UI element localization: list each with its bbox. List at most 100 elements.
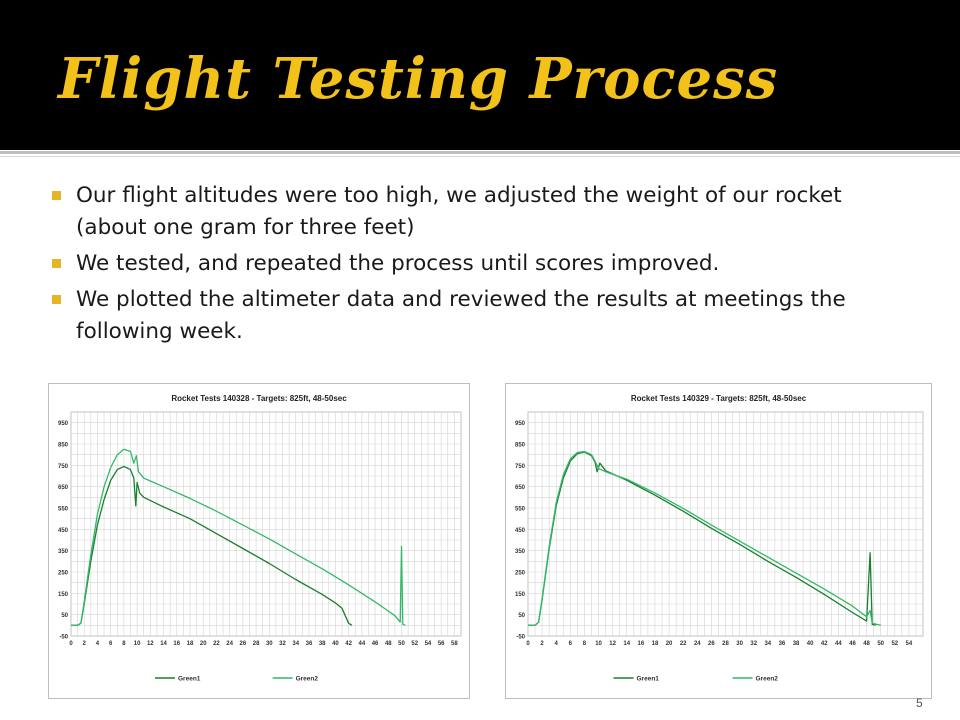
x-tick-label: 22: [680, 641, 687, 647]
bullet-list: Our flight altitudes were too high, we a…: [48, 180, 908, 352]
x-tick-label: 46: [849, 641, 856, 647]
chart-svg-140328: Rocket Tests 140328 - Targets: 825ft, 48…: [58, 394, 462, 683]
chart-title: Rocket Tests 140329 - Targets: 825ft, 48…: [631, 394, 807, 403]
slide-title: Flight Testing Process: [58, 46, 779, 112]
bullet-item: We plotted the altimeter data and review…: [48, 284, 908, 348]
y-tick-label: 850: [515, 443, 526, 449]
series-line-green1: [71, 465, 353, 626]
y-tick-label: 450: [515, 528, 526, 534]
square-bullet-icon: [52, 191, 61, 200]
x-tick-label: 44: [359, 641, 366, 647]
chart-title: Rocket Tests 140328 - Targets: 825ft, 48…: [171, 394, 347, 403]
x-tick-label: 26: [240, 641, 247, 647]
x-tick-label: 20: [666, 641, 673, 647]
x-tick-label: 36: [779, 641, 786, 647]
title-divider: [0, 151, 960, 154]
x-tick-label: 16: [638, 641, 645, 647]
x-tick-label: 24: [226, 641, 233, 647]
x-tick-label: 22: [213, 641, 220, 647]
legend-label: Green2: [756, 676, 779, 683]
y-tick-label: 450: [58, 528, 69, 534]
y-tick-label: 950: [58, 421, 69, 427]
x-tick-label: 0: [526, 641, 530, 647]
x-tick-label: 26: [708, 641, 715, 647]
x-tick-label: 20: [200, 641, 207, 647]
x-tick-label: 50: [398, 641, 405, 647]
y-tick-label: 350: [515, 549, 526, 555]
x-tick-label: 42: [345, 641, 352, 647]
y-tick-label: 850: [58, 443, 69, 449]
bullet-item: Our flight altitudes were too high, we a…: [48, 180, 908, 244]
x-tick-label: 38: [793, 641, 800, 647]
series-line-green2: [528, 450, 881, 626]
bullet-text: We plotted the altimeter data and review…: [76, 287, 846, 344]
x-tick-label: 44: [835, 641, 842, 647]
x-tick-label: 36: [306, 641, 313, 647]
altitude-chart-140329: Rocket Tests 140329 - Targets: 825ft, 48…: [505, 383, 932, 699]
y-tick-label: -50: [59, 635, 68, 641]
x-tick-label: 6: [109, 641, 113, 647]
x-tick-label: 12: [609, 641, 616, 647]
x-tick-label: 56: [438, 641, 445, 647]
legend-label: Green2: [296, 676, 319, 683]
x-tick-label: 10: [134, 641, 141, 647]
x-tick-label: 52: [411, 641, 418, 647]
y-tick-label: 50: [61, 613, 68, 619]
x-tick-label: 12: [147, 641, 154, 647]
x-tick-label: 40: [807, 641, 814, 647]
x-tick-label: 24: [694, 641, 701, 647]
y-tick-label: 650: [58, 485, 69, 491]
x-tick-label: 28: [722, 641, 729, 647]
x-tick-label: 2: [83, 641, 87, 647]
y-tick-label: 550: [58, 507, 69, 513]
x-tick-label: 42: [821, 641, 828, 647]
x-tick-label: 2: [540, 641, 544, 647]
x-tick-label: 54: [906, 641, 913, 647]
x-tick-label: 4: [555, 641, 559, 647]
legend-label: Green1: [178, 676, 201, 683]
y-tick-label: 150: [58, 592, 69, 598]
y-tick-label: 250: [515, 571, 526, 577]
y-tick-label: 250: [58, 571, 69, 577]
y-tick-label: 750: [58, 464, 69, 470]
x-tick-label: 40: [332, 641, 339, 647]
x-tick-label: 16: [173, 641, 180, 647]
plot-area: [70, 411, 462, 637]
y-tick-label: 950: [515, 421, 526, 427]
x-tick-label: 28: [253, 641, 260, 647]
square-bullet-icon: [52, 295, 61, 304]
series-line-green2: [71, 448, 406, 626]
x-tick-label: 38: [319, 641, 326, 647]
x-tick-label: 34: [764, 641, 771, 647]
bullet-text: Our flight altitudes were too high, we a…: [76, 183, 842, 240]
bullet-item: We tested, and repeated the process unti…: [48, 248, 908, 280]
x-tick-label: 46: [372, 641, 379, 647]
x-tick-label: 18: [652, 641, 659, 647]
x-tick-label: 6: [569, 641, 573, 647]
y-tick-label: 150: [515, 592, 526, 598]
x-tick-label: 18: [187, 641, 194, 647]
x-tick-label: 50: [877, 641, 884, 647]
x-tick-label: 30: [266, 641, 273, 647]
x-tick-label: 54: [425, 641, 432, 647]
x-tick-label: 58: [451, 641, 458, 647]
title-divider-thin: [0, 156, 960, 157]
x-tick-label: 32: [279, 641, 286, 647]
x-tick-label: 14: [160, 641, 167, 647]
x-tick-label: 8: [583, 641, 587, 647]
y-tick-label: 350: [58, 549, 69, 555]
x-tick-label: 4: [96, 641, 100, 647]
page-number: 5: [916, 696, 923, 710]
x-tick-label: 32: [750, 641, 757, 647]
x-tick-label: 8: [122, 641, 126, 647]
square-bullet-icon: [52, 259, 61, 268]
legend-label: Green1: [637, 676, 660, 683]
x-tick-label: 52: [891, 641, 898, 647]
x-tick-label: 34: [292, 641, 299, 647]
x-tick-label: 30: [736, 641, 743, 647]
title-bar: Flight Testing Process: [0, 0, 960, 150]
y-tick-label: 50: [518, 613, 525, 619]
x-tick-label: 0: [69, 641, 73, 647]
x-tick-label: 14: [623, 641, 630, 647]
y-tick-label: 750: [515, 464, 526, 470]
